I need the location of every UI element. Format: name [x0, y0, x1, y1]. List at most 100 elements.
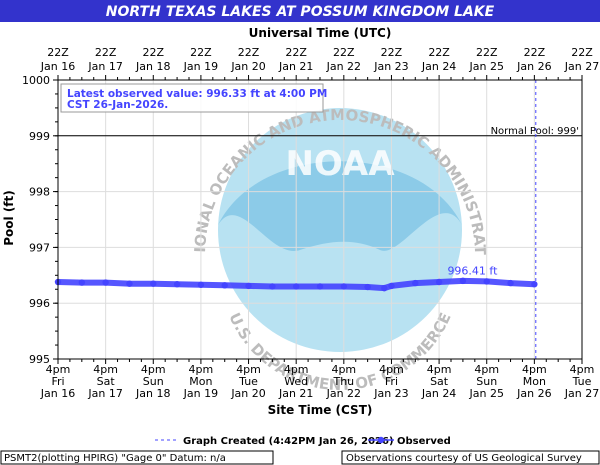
utc-tick-label-date: Jan 16	[40, 60, 75, 73]
legend-created-label: Graph Created (4:42PM Jan 26, 2026)	[183, 436, 394, 447]
cst-tick-label-date: Jan 17	[87, 387, 122, 400]
latest-value-line1: Latest observed value: 996.33 ft at 4:00…	[67, 88, 327, 100]
utc-tick-label-hour: 22Z	[285, 46, 307, 59]
y-tick-label: 998	[29, 186, 50, 199]
legend: Graph Created (4:42PM Jan 26, 2026) Obse…	[155, 436, 451, 447]
observed-point	[507, 279, 514, 287]
utc-tick-label-hour: 22Z	[142, 46, 164, 59]
cst-tick-label-day: Tue	[572, 375, 592, 388]
observed-point	[435, 278, 443, 286]
observed-point	[197, 281, 205, 288]
peak-value-label: 996.41 ft	[447, 264, 498, 277]
observed-point	[245, 282, 252, 290]
utc-tick-label-date: Jan 20	[230, 60, 265, 73]
cst-tick-label-date: Jan 25	[469, 387, 504, 400]
cst-tick-label-date: Jan 23	[373, 387, 408, 400]
cst-tick-label-date: Jan 19	[183, 387, 218, 400]
utc-tick-label-date: Jan 24	[421, 60, 456, 73]
utc-tick-label-hour: 22Z	[476, 46, 498, 59]
cst-tick-label-date: Jan 20	[230, 387, 265, 400]
legend-observed-label: Observed	[397, 436, 451, 447]
observed-point	[364, 283, 371, 291]
utc-tick-label-hour: 22Z	[238, 46, 260, 59]
y-tick-label: 999	[29, 130, 50, 143]
utc-tick-label-hour: 22Z	[333, 46, 355, 59]
utc-tick-label-date: Jan 17	[87, 60, 122, 73]
observed-point	[269, 283, 276, 290]
noaa-logo-text: NOAA	[285, 144, 395, 184]
utc-tick-label-hour: 22Z	[381, 46, 403, 59]
utc-tick-label-date: Jan 22	[326, 60, 361, 73]
cst-tick-label-date: Jan 16	[40, 387, 75, 400]
cst-tick-label-day: Sat	[97, 375, 116, 388]
cst-tick-label-date: Jan 22	[326, 387, 361, 400]
cst-tick-label-date: Jan 27	[564, 387, 599, 400]
footer-left-text: PSMT2(plotting HPIRG) "Gage 0" Datum: n/…	[4, 453, 226, 464]
cst-tick-label-day: Sun	[476, 375, 497, 388]
observed-point	[102, 279, 109, 286]
cst-tick-label-day: Wed	[284, 375, 308, 388]
cst-tick-label-hour: 4pm	[331, 363, 356, 376]
y-tick-label: 1000	[22, 74, 50, 87]
y-tick-label: 996	[29, 297, 50, 310]
utc-tick-label-date: Jan 18	[135, 60, 170, 73]
normal-pool-label: Normal Pool: 999'	[491, 126, 579, 137]
observed-point	[531, 281, 538, 288]
observed-point	[388, 282, 395, 290]
utc-tick-label-hour: 22Z	[428, 46, 450, 59]
cst-tick-label-hour: 4pm	[522, 363, 547, 376]
cst-tick-label-hour: 4pm	[379, 363, 404, 376]
utc-tick-label-hour: 22Z	[190, 46, 212, 59]
y-tick-label: 997	[29, 241, 50, 254]
observed-series: 996.41 ft	[54, 264, 538, 292]
cst-tick-label-hour: 4pm	[427, 363, 452, 376]
utc-tick-label-hour: 22Z	[47, 46, 69, 59]
top-axis-title: Universal Time (UTC)	[249, 26, 392, 40]
utc-tick-label-date: Jan 21	[278, 60, 313, 73]
y-tick-label: 995	[29, 353, 50, 366]
footer-right-text: Observations courtesy of US Geological S…	[346, 453, 582, 464]
title-banner	[0, 0, 600, 22]
cst-tick-label-day: Sat	[430, 375, 449, 388]
normal-pool-line: Normal Pool: 999'	[58, 126, 582, 137]
y-axis-title: Pool (ft)	[2, 190, 16, 246]
cst-tick-label-hour: 4pm	[189, 363, 214, 376]
observed-point	[381, 284, 388, 292]
latest-value-box	[60, 83, 324, 113]
utc-tick-label-date: Jan 23	[373, 60, 408, 73]
observed-point	[173, 281, 181, 288]
footer-right-box	[341, 450, 600, 465]
utc-tick-label-hour: 22Z	[524, 46, 546, 59]
observed-point	[412, 279, 419, 287]
observed-point	[292, 283, 300, 290]
cst-tick-label-day: Mon	[523, 375, 546, 388]
utc-tick-label-date: Jan 27	[564, 60, 599, 73]
noaa-bird-shape	[218, 161, 462, 251]
observed-point	[483, 278, 490, 285]
observed-point	[78, 279, 86, 286]
observed-point	[221, 282, 228, 289]
utc-tick-label-date: Jan 26	[516, 60, 551, 73]
cst-tick-label-day: Sun	[143, 375, 164, 388]
cst-tick-label-day: Fri	[51, 375, 64, 388]
cst-tick-label-day: Mon	[189, 375, 212, 388]
utc-tick-label-date: Jan 19	[183, 60, 218, 73]
cst-tick-label-hour: 4pm	[141, 363, 166, 376]
utc-tick-label-date: Jan 25	[469, 60, 504, 73]
cst-tick-label-hour: 4pm	[570, 363, 595, 376]
observed-point	[150, 280, 157, 287]
bottom-axis-title: Site Time (CST)	[268, 403, 373, 417]
observed-series-line	[55, 277, 538, 292]
legend-observed-marker	[377, 436, 385, 444]
cst-tick-label-date: Jan 26	[516, 387, 551, 400]
cst-tick-label-date: Jan 18	[135, 387, 170, 400]
observed-point	[340, 283, 348, 290]
cst-tick-label-hour: 4pm	[46, 363, 71, 376]
cst-tick-label-hour: 4pm	[474, 363, 499, 376]
observed-point	[126, 280, 133, 287]
utc-tick-label-hour: 22Z	[95, 46, 117, 59]
cst-tick-label-hour: 4pm	[236, 363, 261, 376]
utc-tick-label-hour: 22Z	[571, 46, 593, 59]
cst-tick-label-date: Jan 21	[278, 387, 313, 400]
